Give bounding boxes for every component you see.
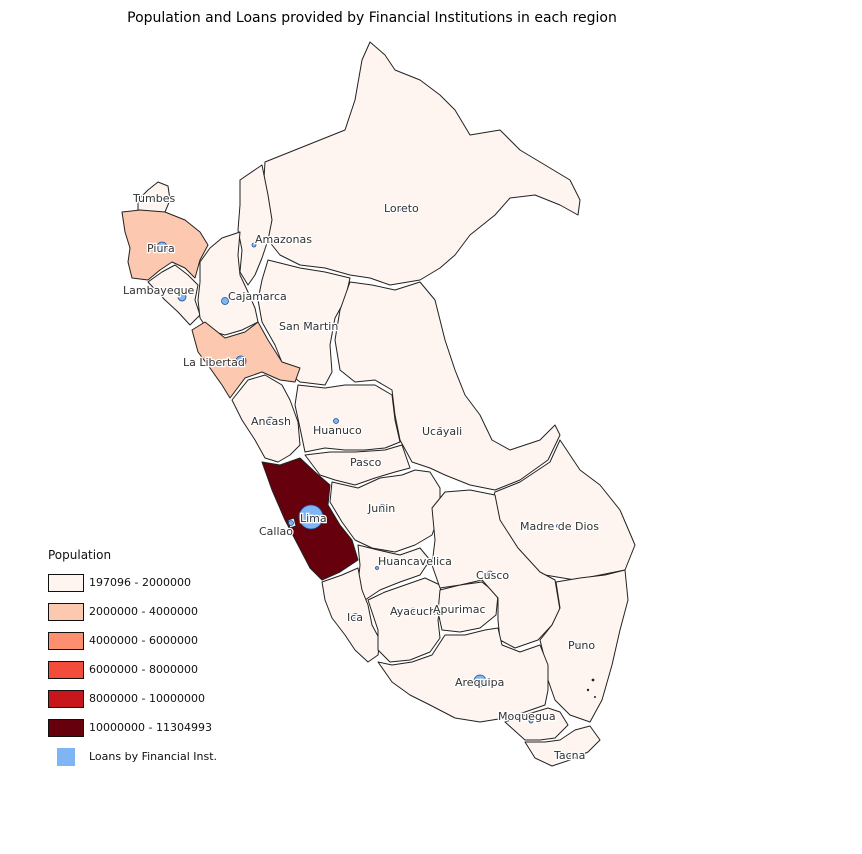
legend-class-label: 2000000 - 4000000 — [89, 605, 198, 618]
label-apurimac: Apurimac — [433, 603, 486, 616]
label-junin: Junin — [367, 502, 395, 515]
legend-class-label: 6000000 - 8000000 — [89, 663, 198, 676]
legend-class-label: 4000000 - 6000000 — [89, 634, 198, 647]
region-apurimac[interactable] — [437, 581, 499, 633]
label-loreto: Loreto — [384, 202, 419, 215]
lake-island-dot — [591, 678, 595, 682]
label-cusco: Cusco — [476, 569, 509, 582]
label-san-martin: San Martin — [279, 320, 338, 333]
label-ucayali: Ucayali — [422, 425, 462, 438]
legend-class-row: 4000000 - 6000000 — [48, 626, 217, 655]
region-cusco[interactable] — [431, 489, 561, 649]
loan-bubble-piura[interactable] — [156, 241, 168, 253]
label-ancash: Ancash — [251, 415, 291, 428]
loan-bubble-arequipa[interactable] — [473, 674, 487, 688]
legend-class-label: 10000000 - 11304993 — [89, 721, 212, 734]
label-tacna: Tacna — [553, 749, 585, 762]
legend-bubble-row: Loans by Financial Inst. — [48, 742, 217, 771]
loan-bubble-ica[interactable] — [351, 613, 359, 621]
label-amazonas: Amazonas — [255, 233, 312, 246]
label-tumbes: Tumbes — [132, 192, 175, 205]
legend-swatch — [48, 689, 84, 708]
loan-bubble-lambayeque[interactable] — [177, 292, 187, 302]
legend-title: Population — [48, 548, 112, 562]
loan-bubble-ucayali[interactable] — [437, 427, 443, 433]
loan-bubbles-layer — [149, 195, 583, 758]
loan-bubble-moquegua[interactable] — [528, 718, 534, 724]
lake-island-dot — [594, 696, 596, 698]
legend-bubble-swatch — [57, 747, 75, 766]
region-pasco[interactable] — [304, 444, 411, 486]
label-piura: Piura — [147, 242, 175, 255]
loan-bubble-huanuco[interactable] — [333, 418, 339, 424]
legend-class-row: 8000000 - 10000000 — [48, 684, 217, 713]
legend-class-row: 2000000 - 4000000 — [48, 597, 217, 626]
label-madre-de-dios: Madre de Dios — [520, 520, 599, 533]
label-cajamarca: Cajamarca — [228, 290, 287, 303]
legend-class-row: 6000000 - 8000000 — [48, 655, 217, 684]
label-huancavelica: Huancavelica — [378, 555, 452, 568]
region-loreto[interactable] — [261, 41, 581, 286]
legend-swatch — [48, 573, 84, 592]
legend-swatch — [48, 718, 84, 737]
loan-bubble-puno[interactable] — [577, 642, 583, 648]
label-la-libertad: La Libertad — [183, 356, 245, 369]
loan-bubble-pasco[interactable] — [363, 458, 369, 464]
legend-class-row: 197096 - 2000000 — [48, 568, 217, 597]
label-arequipa: Arequipa — [455, 676, 504, 689]
region-san-martin[interactable] — [257, 259, 351, 386]
label-puno: Puno — [568, 639, 595, 652]
label-huanuco: Huanuco — [313, 424, 362, 437]
loan-bubble-apurimac[interactable] — [446, 608, 450, 612]
legend-bubble-label: Loans by Financial Inst. — [89, 750, 218, 763]
lake-island-dot — [586, 688, 590, 692]
region-amazonas[interactable] — [237, 164, 273, 286]
label-lima: Lima — [300, 512, 327, 525]
map-legend: Population 197096 - 2000000 2000000 - 40… — [48, 548, 217, 771]
loan-bubble-loreto[interactable] — [398, 205, 404, 211]
legend-class-label: 197096 - 2000000 — [89, 576, 191, 589]
label-moquegua: Moquegua — [498, 710, 556, 723]
label-lambayeque: Lambayeque — [123, 284, 195, 297]
label-ica: Ica — [347, 611, 363, 624]
loan-bubble-san-martin[interactable] — [305, 322, 311, 328]
legend-class-row: 10000000 - 11304993 — [48, 713, 217, 742]
loan-bubble-tumbes[interactable] — [149, 195, 155, 201]
label-callao: Callao — [259, 525, 293, 538]
region-puno[interactable] — [539, 569, 629, 723]
legend-class-label: 8000000 - 10000000 — [89, 692, 205, 705]
legend-swatch — [48, 660, 84, 679]
region-ucayali[interactable] — [334, 281, 561, 491]
region-tacna[interactable] — [524, 725, 601, 767]
loan-bubble-la-libertad[interactable] — [235, 355, 247, 367]
region-labels-layer: Tumbes Piura Lambayeque Cajamarca Amazon… — [122, 191, 601, 764]
region-ancash[interactable] — [231, 374, 301, 463]
region-huanuco[interactable] — [294, 384, 401, 453]
loan-bubble-cajamarca[interactable] — [221, 297, 229, 305]
loan-bubble-huancavelica[interactable] — [375, 566, 379, 570]
loan-bubble-amazonas[interactable] — [251, 242, 257, 248]
legend-swatch — [48, 631, 84, 650]
loan-bubble-ayacucho[interactable] — [410, 607, 416, 613]
region-arequipa[interactable] — [377, 627, 549, 723]
loan-bubble-tacna[interactable] — [565, 752, 571, 758]
region-cajamarca[interactable] — [197, 231, 259, 336]
label-ayacucho: Ayacucho — [390, 605, 443, 618]
loan-bubble-lima[interactable] — [298, 504, 324, 530]
region-moquegua[interactable] — [504, 707, 569, 741]
region-lambayeque[interactable] — [147, 264, 201, 326]
legend-swatch — [48, 602, 84, 621]
loan-bubble-ancash[interactable] — [266, 416, 274, 424]
loan-bubble-cusco[interactable] — [486, 570, 494, 578]
loan-bubble-madre-de-dios[interactable] — [556, 524, 560, 528]
loan-bubble-junin[interactable] — [378, 504, 386, 512]
region-ayacucho[interactable] — [367, 577, 443, 663]
loan-bubble-callao[interactable] — [288, 520, 294, 526]
map-title: Population and Loans provided by Financi… — [127, 10, 617, 26]
label-pasco: Pasco — [350, 456, 382, 469]
